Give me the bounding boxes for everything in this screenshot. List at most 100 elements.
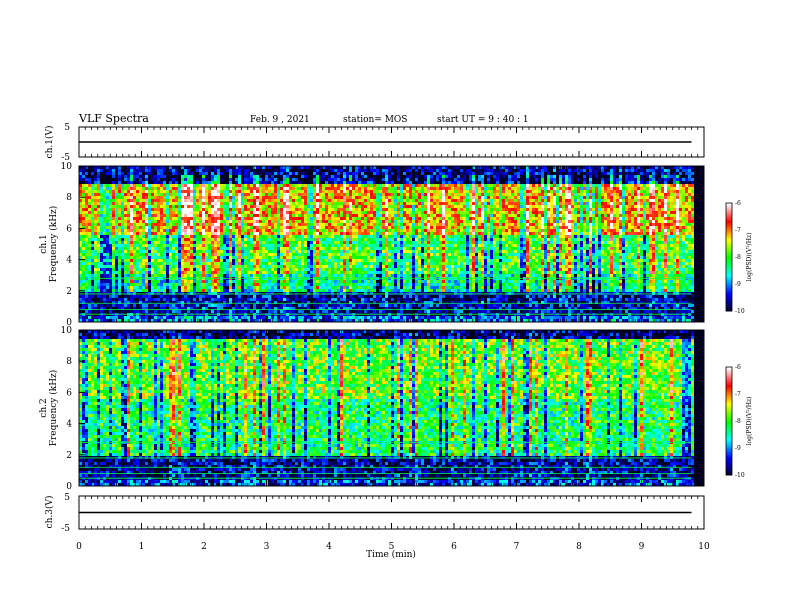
spectrogram-cell [172, 250, 175, 253]
spectrogram-cell [148, 238, 151, 241]
spectrogram-cell [115, 193, 118, 196]
spectrogram-cell [178, 283, 181, 286]
spectrogram-cell [112, 184, 115, 187]
spectrogram-cell [130, 250, 133, 253]
spectrogram-cell [82, 295, 85, 298]
spectrogram-cell [178, 172, 181, 175]
spectrogram-cell [139, 211, 142, 214]
spectrogram-cell [142, 286, 145, 289]
spectrogram-cell [124, 178, 127, 181]
spectrogram-cell [160, 310, 163, 313]
spectrogram-cell [88, 298, 91, 301]
spectrogram-cell [154, 220, 157, 223]
spectrogram-cell [175, 190, 178, 193]
spectrogram-cell [163, 304, 166, 307]
spectrogram-cell [100, 274, 103, 277]
ch1-spectrogram-panel: 0246810 ch.1 Frequency (kHz) -10-9-8-7-6… [39, 162, 753, 328]
spectrogram-cell [160, 274, 163, 277]
spectrogram-cell [133, 256, 136, 259]
spectrogram-cell [148, 244, 151, 247]
spectrogram-cell [118, 241, 121, 244]
spectrogram-cell [175, 223, 178, 226]
spectrogram-cell [121, 304, 124, 307]
spectrogram-cell [85, 196, 88, 199]
spectrogram-cell [133, 196, 136, 199]
spectrogram-cell [136, 223, 139, 226]
spectrogram-cell [97, 268, 100, 271]
spectrogram-cell [172, 286, 175, 289]
spectrogram-cell [115, 208, 118, 211]
spectrogram-cell [175, 187, 178, 190]
spectrogram-cell [82, 169, 85, 172]
spectrogram-cell [82, 247, 85, 250]
spectrogram-cell [118, 199, 121, 202]
spectrogram-cell [166, 169, 169, 172]
spectrogram-cell [142, 187, 145, 190]
spectrogram-cell [169, 223, 172, 226]
spectrogram-cell [82, 304, 85, 307]
spectrogram-cell [106, 298, 109, 301]
spectrogram-cell [118, 190, 121, 193]
spectrogram-cell [97, 178, 100, 181]
spectrogram-cell [154, 226, 157, 229]
spectrogram-cell [148, 316, 151, 319]
spectrogram-cell [100, 286, 103, 289]
spectrogram-cell [154, 196, 157, 199]
spectrogram-cell [157, 298, 160, 301]
spectrogram-cell [94, 241, 97, 244]
spectrogram-cell [103, 244, 106, 247]
spectrogram-cell [88, 211, 91, 214]
spectrogram-cell [91, 304, 94, 307]
spectrogram-cell [154, 223, 157, 226]
spectrogram-cell [145, 190, 148, 193]
spectrogram-cell [124, 262, 127, 265]
spectrogram-cell [139, 175, 142, 178]
spectrogram-cell [100, 190, 103, 193]
spectrogram-cell [175, 304, 178, 307]
spectrogram-cell [160, 259, 163, 262]
spectrogram-cell [115, 316, 118, 319]
spectrogram-cell [139, 241, 142, 244]
spectrogram-cell [133, 181, 136, 184]
spectrogram-cell [109, 283, 112, 286]
spectrogram-cell [151, 169, 154, 172]
spectrogram-cell [127, 175, 130, 178]
spectrogram-cell [127, 232, 130, 235]
spectrogram-cell [127, 217, 130, 220]
spectrogram-cell [166, 280, 169, 283]
spectrogram-cell [148, 232, 151, 235]
spectrogram-cell [106, 187, 109, 190]
spectrogram-cell [157, 208, 160, 211]
spectrogram-cell [124, 241, 127, 244]
spectrogram-cell [133, 199, 136, 202]
spectrogram-cell [163, 241, 166, 244]
spectrogram-cell [133, 304, 136, 307]
spectrogram-cell [124, 304, 127, 307]
spectrogram-cell [145, 193, 148, 196]
spectrogram-cell [109, 217, 112, 220]
spectrogram-cell [130, 169, 133, 172]
spectrogram-cell [121, 208, 124, 211]
spectrogram-cell [121, 220, 124, 223]
spectrogram-cell [82, 271, 85, 274]
spectrogram-cell [172, 220, 175, 223]
spectrogram-cell [172, 310, 175, 313]
spectrogram-cell [151, 244, 154, 247]
spectrogram-cell [157, 202, 160, 205]
spectrogram-cell [127, 304, 130, 307]
spectrogram-cell [130, 226, 133, 229]
spectrogram-cell [172, 172, 175, 175]
spectrogram-cell [82, 220, 85, 223]
spectrogram-cell [124, 244, 127, 247]
spectrogram-cell [94, 178, 97, 181]
spectrogram-cell [124, 310, 127, 313]
spectrogram-cell [85, 316, 88, 319]
spectrogram-cell [172, 289, 175, 292]
spectrogram-cell [172, 238, 175, 241]
spectrogram-cell [157, 205, 160, 208]
spectrogram-cell [97, 316, 100, 319]
spectrogram-cell [115, 253, 118, 256]
spectrogram-cell [100, 256, 103, 259]
spectrogram-cell [130, 172, 133, 175]
spectrogram-cell [163, 184, 166, 187]
